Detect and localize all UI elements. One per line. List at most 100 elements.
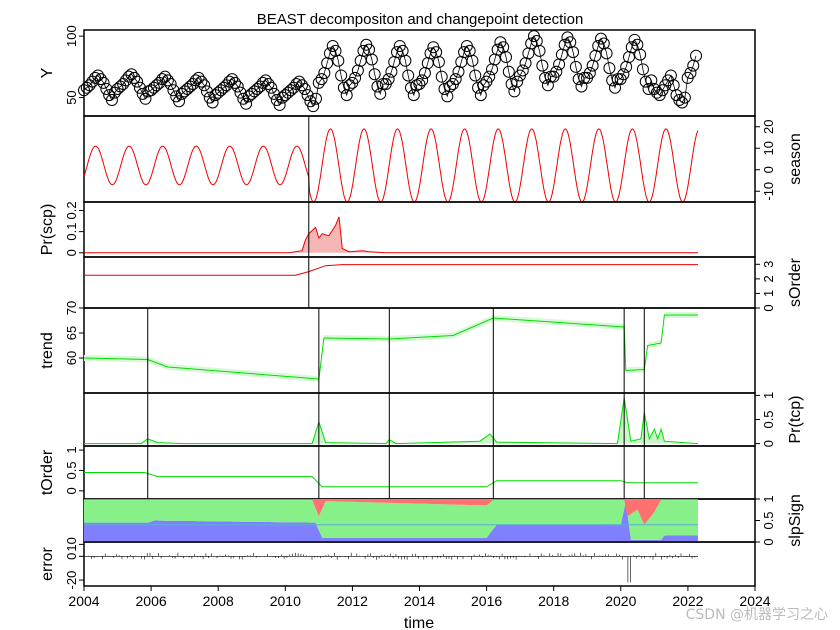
x-tick-label: 2020 — [605, 593, 636, 609]
panel-torder: 0 0.5 1 tOrder — [39, 445, 756, 500]
panel-frame — [83, 541, 756, 587]
y-axis-label: Pr(scp) — [39, 204, 56, 256]
x-tick-label: 2022 — [672, 593, 703, 609]
data-point — [273, 98, 286, 111]
x-axis-label: time — [404, 615, 434, 630]
y-axis-label: Y — [39, 67, 56, 78]
data-point — [404, 81, 417, 94]
y-tick-label: 65 — [64, 326, 79, 340]
data-point — [491, 43, 504, 56]
data-point — [382, 73, 395, 86]
panel-frame — [83, 201, 756, 258]
data-point — [228, 76, 241, 89]
x-tick-label: 2004 — [68, 593, 99, 609]
data-point — [365, 53, 378, 66]
y-tick-label: 0 — [761, 304, 776, 311]
data-point — [371, 80, 384, 93]
data-point — [525, 37, 538, 50]
data-point — [639, 75, 652, 88]
data-point — [298, 82, 311, 95]
data-point — [500, 51, 513, 64]
y-tick-label: 1 — [761, 392, 776, 399]
y-tick-label: 0 — [761, 538, 776, 545]
chart-title: BEAST decompositon and changepoint detec… — [257, 11, 584, 28]
data-point — [642, 82, 655, 95]
panel-sorder: 0 1 2 3 sOrder — [83, 256, 804, 312]
data-point — [265, 81, 278, 94]
panel-prscp: 0 0.1 0.2 Pr(scp) — [39, 201, 756, 258]
x-tick-label: 2006 — [136, 593, 167, 609]
data-point — [625, 41, 638, 54]
data-point — [678, 91, 691, 104]
x-tick-label: 2024 — [739, 593, 770, 609]
y-tick-label: 1 — [761, 290, 776, 297]
slope-positive-area — [84, 501, 698, 542]
data-point — [206, 96, 219, 109]
data-point — [301, 89, 314, 102]
data-point — [449, 73, 462, 86]
data-point — [161, 74, 174, 87]
y-tick-label: 2 — [761, 275, 776, 282]
data-point — [309, 92, 322, 105]
data-point — [472, 81, 485, 94]
watermark: CSDN @机器学习之心 — [685, 607, 828, 623]
y-tick-label: 20 — [761, 120, 776, 134]
data-point — [469, 69, 482, 82]
panel-frame — [83, 445, 756, 500]
data-point — [335, 69, 348, 82]
data-point — [435, 70, 448, 83]
data-point — [399, 54, 412, 67]
data-point — [240, 97, 253, 110]
data-point — [505, 78, 518, 91]
y-tick-label: 0 — [761, 166, 776, 173]
data-point — [541, 79, 554, 92]
data-point — [567, 46, 580, 59]
data-point — [583, 67, 596, 79]
data-point — [416, 74, 429, 87]
slope-negative-area — [84, 499, 698, 525]
y-tick-label: -20 — [64, 571, 79, 590]
data-point — [608, 81, 621, 94]
y-tick-label: 0 — [64, 487, 79, 494]
data-point — [645, 74, 658, 87]
x-tick-label: 2010 — [270, 593, 301, 609]
y-tick-label: 0.2 — [64, 201, 79, 219]
y-tick-label: 1 — [64, 446, 79, 453]
data-point — [357, 44, 370, 57]
y-axis-label: sOrder — [787, 257, 804, 307]
probability-area — [84, 397, 698, 444]
data-point — [684, 67, 697, 79]
data-point — [600, 47, 613, 60]
data-point — [690, 49, 703, 62]
data-point — [502, 65, 515, 78]
y-tick-label: 50 — [64, 90, 79, 104]
panel-season: -10 0 10 20 season — [83, 115, 804, 203]
data-point — [164, 78, 177, 91]
panel-frame — [83, 115, 756, 203]
y-tick-label: 3 — [761, 261, 776, 268]
y-axis-label: slpSign — [787, 494, 804, 546]
data-point — [572, 73, 585, 86]
panel-y: 50 100 Y — [39, 25, 756, 117]
data-point — [603, 62, 616, 75]
y-tick-label: 0.1 — [64, 223, 79, 241]
data-point — [323, 47, 336, 60]
data-point — [483, 70, 496, 83]
data-point — [606, 74, 619, 87]
x-tick-label: 2016 — [471, 593, 502, 609]
x-axis: 2004 2006 2008 2010 2012 2014 2016 2018 2020 2022… — [68, 586, 771, 609]
data-point — [231, 80, 244, 93]
data-point — [617, 68, 630, 81]
data-point — [195, 75, 208, 88]
data-point — [315, 73, 328, 86]
data-point — [569, 60, 582, 73]
data-point — [128, 71, 141, 84]
data-point — [198, 79, 211, 92]
data-point — [558, 38, 571, 51]
panel-frame — [83, 307, 756, 394]
probability-line — [84, 397, 699, 445]
x-tick-label: 2018 — [538, 593, 569, 609]
x-tick-label: 2012 — [337, 593, 368, 609]
y-axis-label: trend — [39, 332, 56, 368]
